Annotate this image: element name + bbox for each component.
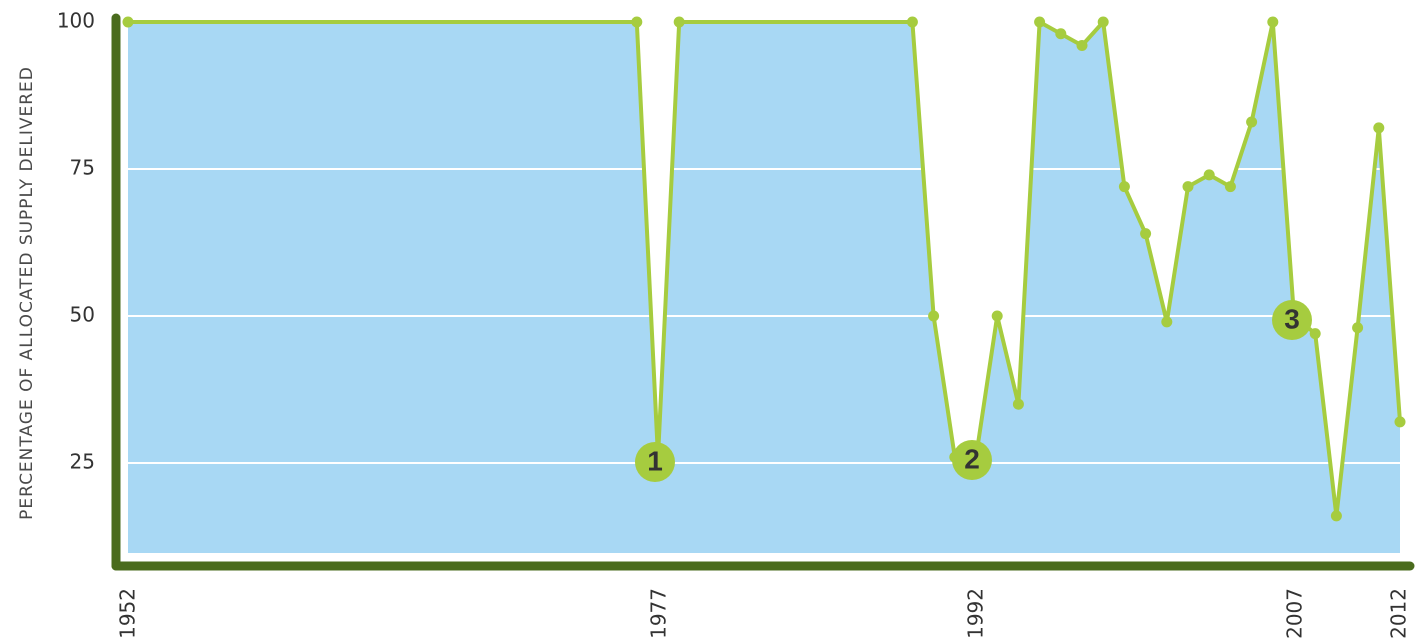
data-point <box>1012 398 1024 410</box>
x-tick-label: 1992 <box>964 588 988 639</box>
annotation-marker-2 <box>952 440 992 480</box>
y-tick-label: 50 <box>70 303 95 327</box>
data-point <box>1309 328 1321 340</box>
annotation-layer: 1 2 3 <box>635 300 1312 482</box>
data-point <box>1267 16 1279 28</box>
data-point <box>631 16 643 28</box>
data-point <box>1076 40 1088 52</box>
y-tick-label: 75 <box>70 156 95 180</box>
area-fill <box>128 22 1400 553</box>
data-point <box>1352 322 1364 334</box>
x-tick-label: 2007 <box>1283 588 1307 639</box>
data-point <box>1118 181 1130 193</box>
data-point <box>906 16 918 28</box>
data-point <box>1097 16 1109 28</box>
grid-layer <box>128 168 1400 464</box>
annotation-marker-3 <box>1272 300 1312 340</box>
annotation-label-1: 1 <box>647 445 663 476</box>
y-tick-label: 100 <box>57 9 95 33</box>
data-point <box>1394 416 1406 428</box>
data-point <box>1055 28 1067 40</box>
data-point <box>928 310 940 322</box>
data-point <box>1246 116 1258 128</box>
annotation-label-3: 3 <box>1284 303 1300 334</box>
data-point <box>1224 181 1236 193</box>
data-point <box>1203 169 1215 181</box>
data-point <box>1140 228 1152 240</box>
data-point <box>991 310 1003 322</box>
data-point <box>673 16 685 28</box>
data-point <box>1182 181 1194 193</box>
x-tick-label: 2012 <box>1387 588 1411 639</box>
annotation-marker-1 <box>635 442 675 482</box>
data-point <box>1034 16 1046 28</box>
data-point <box>122 16 134 28</box>
y-tick-label: 25 <box>70 450 95 474</box>
y-axis-label: PERCENTAGE OF ALLOCATED SUPPLY DELIVERED <box>17 66 37 520</box>
area-layer <box>128 22 1400 553</box>
data-point <box>1161 316 1173 328</box>
annotation-label-2: 2 <box>964 443 980 474</box>
data-point <box>1373 122 1385 134</box>
x-tick-label: 1977 <box>647 588 671 639</box>
data-point <box>1330 510 1342 522</box>
x-tick-label: 1952 <box>116 588 140 639</box>
axis-layer <box>111 13 1415 571</box>
tick-layer: 25 50 75 100 1952 1977 1992 2007 2012 <box>57 9 1411 639</box>
